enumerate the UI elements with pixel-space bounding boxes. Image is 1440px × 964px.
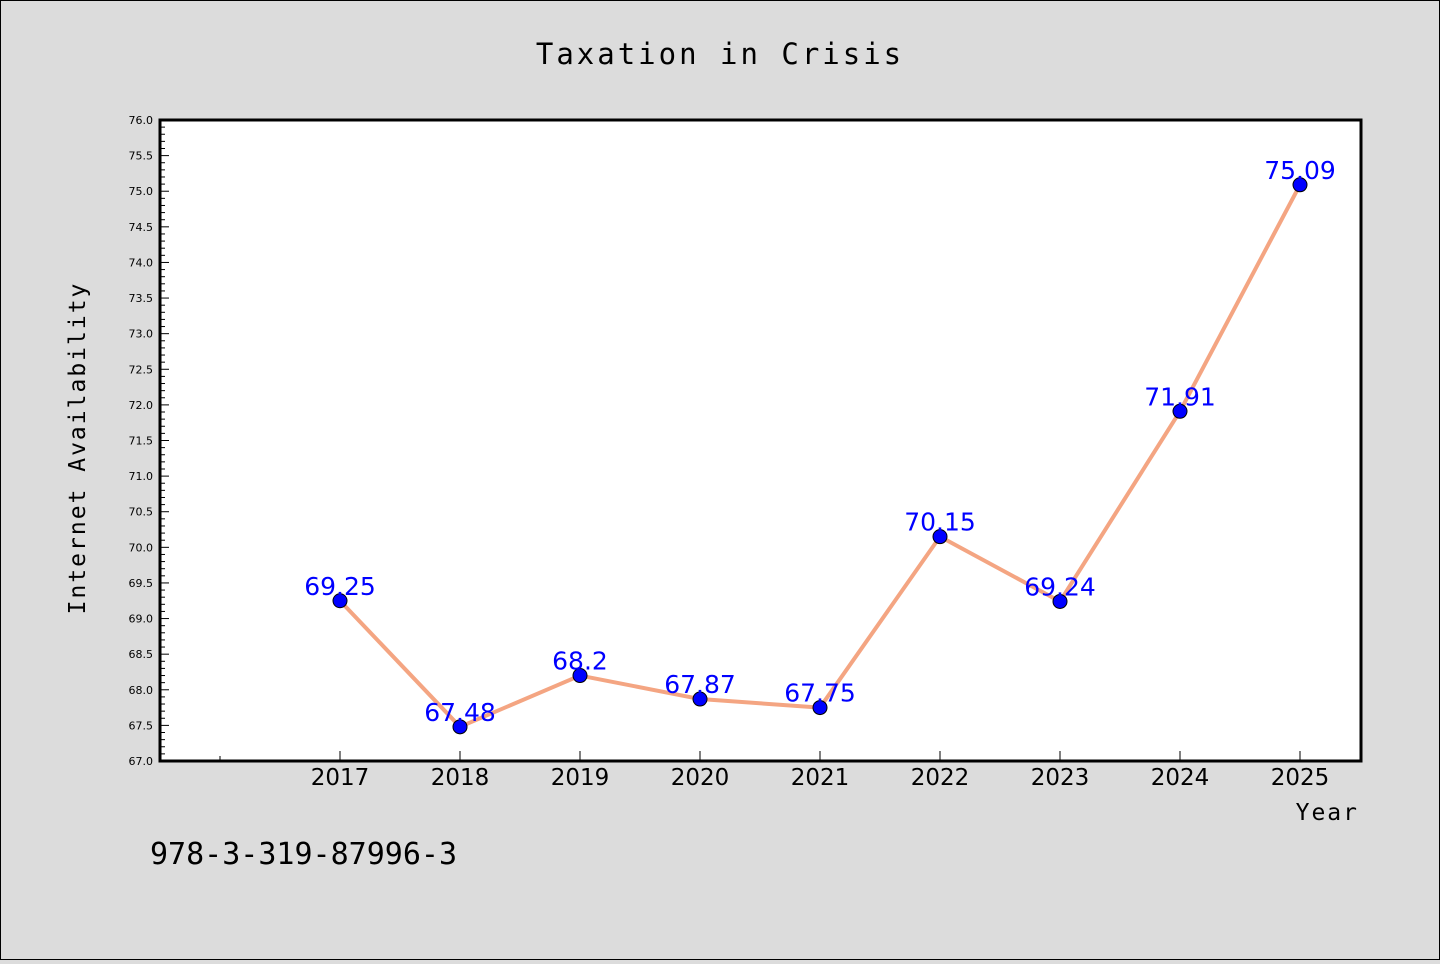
data-point <box>932 529 948 545</box>
data-point <box>1052 593 1068 609</box>
isbn-label: 978-3-319-87996-3 <box>150 837 457 872</box>
x-tick-label: 2017 <box>311 765 370 791</box>
y-tick-label: 75.5 <box>129 150 154 163</box>
data-label: 68.2 <box>552 647 608 676</box>
data-point <box>812 700 828 716</box>
x-tick-label: 2024 <box>1151 765 1210 791</box>
data-label-layer: 69.25 67.48 68.2 67.87 67.75 70.15 69.24 71.91 7… <box>304 156 1336 727</box>
y-axis-label: Internet Availability <box>65 282 91 615</box>
data-label: 71.91 <box>1144 382 1216 411</box>
x-axis: 2017 2018 2019 2020 2021 2022 2023 2024 2025 <box>219 751 1330 791</box>
chart-title: Taxation in Crisis <box>536 37 904 71</box>
y-tick-label: 73.5 <box>129 292 154 305</box>
x-axis-label: Year <box>1296 800 1359 826</box>
y-tick-label: 72.0 <box>129 399 154 412</box>
y-tick-label: 75.0 <box>129 185 154 198</box>
y-tick-label: 67.5 <box>129 719 154 732</box>
y-tick-label: 70.0 <box>129 541 154 554</box>
y-tick-label: 68.5 <box>129 648 154 661</box>
data-label: 67.87 <box>664 670 736 699</box>
x-tick-label: 2020 <box>671 765 730 791</box>
x-tick-label: 2022 <box>911 765 970 791</box>
y-tick-label: 71.0 <box>129 470 154 483</box>
data-point <box>1172 403 1188 419</box>
y-tick-label: 68.0 <box>129 684 154 697</box>
x-tick-label: 2023 <box>1031 765 1090 791</box>
data-label: 70.15 <box>904 508 976 537</box>
data-point <box>332 593 348 609</box>
y-tick-label: 71.5 <box>129 435 154 448</box>
plot-area <box>158 118 1363 763</box>
y-tick-label: 69.5 <box>129 577 154 590</box>
data-point <box>452 719 468 735</box>
x-tick-label: 2021 <box>791 765 850 791</box>
data-point <box>1292 177 1308 193</box>
data-label: 69.24 <box>1024 572 1096 601</box>
y-axis: 67.0 67.5 68.0 68.5 69.0 69.5 70.0 70.5 71.0 71.5… <box>129 114 169 768</box>
y-tick-label: 72.5 <box>129 363 154 376</box>
y-tick-label: 76.0 <box>129 114 154 127</box>
series-layer <box>332 177 1308 735</box>
y-tick-label: 67.0 <box>129 755 154 768</box>
y-tick-label: 70.5 <box>129 506 154 519</box>
data-label: 67.48 <box>424 698 496 727</box>
y-tick-label: 74.5 <box>129 221 154 234</box>
data-label: 75.09 <box>1264 156 1336 185</box>
y-tick-label: 74.0 <box>129 256 154 269</box>
y-tick-label: 69.0 <box>129 613 154 626</box>
y-tick-label: 73.0 <box>129 328 154 341</box>
data-point <box>572 668 588 684</box>
x-tick-label: 2025 <box>1271 765 1330 791</box>
x-tick-label: 2019 <box>551 765 610 791</box>
x-tick-label: 2018 <box>431 765 490 791</box>
data-point <box>692 691 708 707</box>
data-label: 67.75 <box>784 679 856 708</box>
data-label: 69.25 <box>304 572 376 601</box>
